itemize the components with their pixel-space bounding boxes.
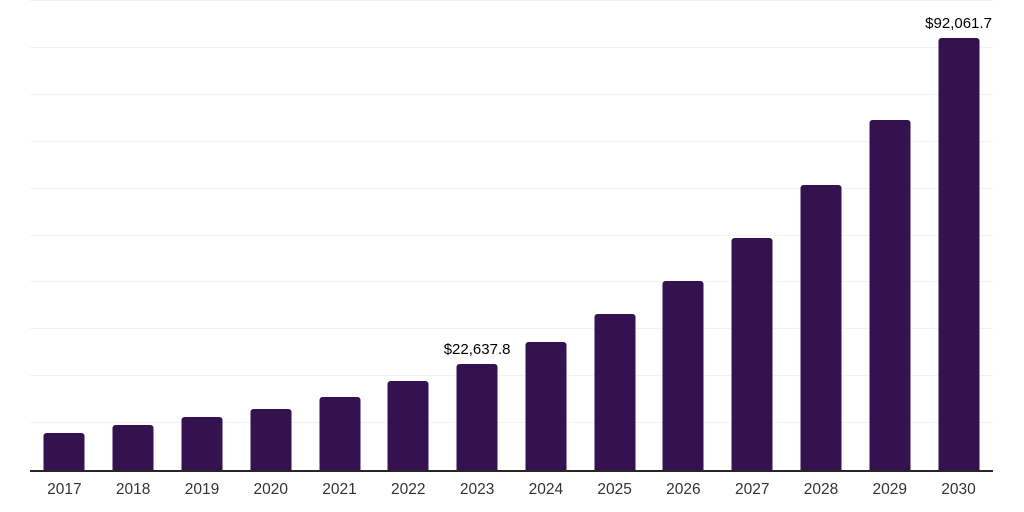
gridline	[30, 422, 993, 424]
bar-2020	[250, 408, 292, 470]
gridline	[30, 234, 993, 236]
x-tick-2027: 2027	[734, 481, 770, 498]
bar-slot-2029	[855, 1, 924, 470]
bar-row: $22,637.8 $92,061.7	[30, 1, 993, 470]
x-tick-2030: 2030	[941, 481, 976, 498]
x-axis-labels: 2017 2018 2019 2020 2021 2022 2023 2024 2025 2026…	[30, 482, 993, 498]
bar-slot-2025	[580, 1, 649, 470]
bar-slot-2020	[236, 1, 305, 470]
x-tick-2021: 2021	[322, 481, 357, 498]
bar-2023	[456, 363, 498, 470]
gridline	[30, 375, 993, 377]
bar-slot-2017	[30, 1, 99, 470]
bar-slot-2021	[305, 1, 374, 470]
x-tick-2024: 2024	[528, 481, 564, 498]
x-tick-2025: 2025	[597, 481, 632, 498]
bar-2017	[43, 432, 85, 470]
x-tick-2018: 2018	[115, 481, 151, 498]
bar-2018	[112, 425, 154, 470]
x-tick-2020: 2020	[253, 481, 288, 498]
bar-2026	[662, 281, 704, 470]
bar-slot-2023: $22,637.8	[443, 1, 512, 470]
plot-area: $22,637.8 $92,061.7	[30, 0, 993, 472]
gridline	[30, 93, 993, 95]
gridline	[30, 281, 993, 283]
x-tick-2019: 2019	[184, 481, 220, 498]
x-tick-2023: 2023	[459, 481, 495, 498]
bar-slot-2027	[718, 1, 787, 470]
gridline	[30, 140, 993, 142]
bar-slot-2026	[649, 1, 718, 470]
bar-2024	[525, 341, 567, 470]
bar-2025	[594, 314, 636, 470]
data-label-2023: $22,637.8	[443, 340, 511, 358]
bar-slot-2018	[99, 1, 168, 470]
bar-2028	[800, 184, 842, 470]
bar-2022	[387, 381, 429, 470]
bar-slot-2030: $92,061.7	[924, 1, 993, 470]
bar-slot-2019	[168, 1, 237, 470]
bar-slot-2028	[787, 1, 856, 470]
bar-slot-2022	[374, 1, 443, 470]
gridline	[30, 187, 993, 189]
bar-2021	[319, 396, 361, 470]
x-tick-2028: 2028	[803, 481, 839, 498]
x-tick-2029: 2029	[872, 481, 907, 498]
bar-2029	[869, 120, 911, 470]
gridline	[30, 328, 993, 330]
x-tick-2026: 2026	[666, 481, 701, 498]
bar-2019	[181, 416, 223, 470]
bar-2030	[938, 38, 980, 470]
x-tick-2022: 2022	[391, 481, 426, 498]
bar-slot-2024	[511, 1, 580, 470]
gridline	[30, 46, 993, 48]
data-label-2030: $92,061.7	[925, 15, 992, 33]
bar-2027	[731, 238, 773, 470]
x-tick-2017: 2017	[47, 481, 82, 498]
gridline	[30, 0, 993, 1]
